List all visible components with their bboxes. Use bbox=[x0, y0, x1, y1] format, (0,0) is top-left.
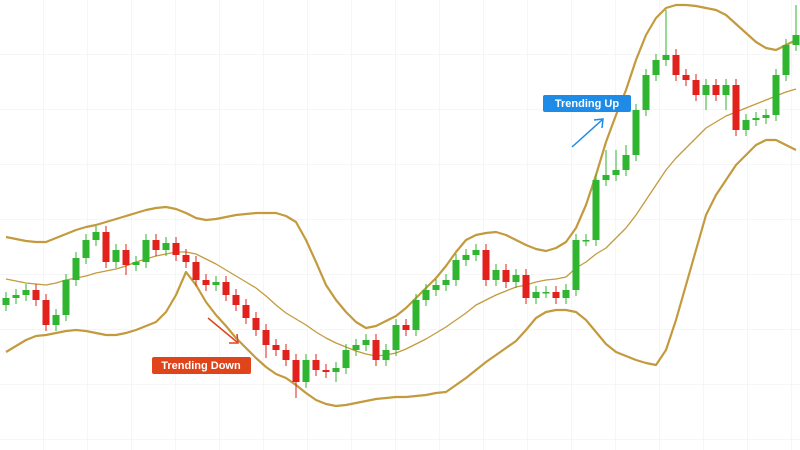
candle-body bbox=[132, 262, 140, 265]
candle-body bbox=[212, 282, 220, 285]
candle-body bbox=[682, 75, 690, 80]
candle-body bbox=[452, 260, 460, 280]
candle-body bbox=[372, 340, 380, 360]
candle-body bbox=[642, 75, 650, 110]
annotation-box bbox=[543, 95, 631, 112]
candle-body bbox=[342, 350, 350, 368]
candle-body bbox=[772, 75, 780, 115]
candle-body bbox=[282, 350, 290, 360]
candle-body bbox=[92, 232, 100, 240]
candle-body bbox=[602, 175, 610, 180]
band-upper bbox=[5, 3, 797, 330]
candle-body bbox=[332, 368, 340, 372]
candle-body bbox=[2, 298, 10, 305]
candle-body bbox=[72, 258, 80, 280]
candle-body bbox=[472, 250, 480, 255]
candle-body bbox=[22, 290, 30, 295]
candle-body bbox=[392, 325, 400, 350]
arrow bbox=[207, 317, 238, 343]
candle-body bbox=[52, 315, 60, 325]
candle-body bbox=[552, 292, 560, 298]
candle-body bbox=[592, 180, 600, 240]
arrow-head bbox=[593, 118, 604, 129]
candle-body bbox=[362, 340, 370, 345]
annotation-text: Trending Down bbox=[161, 360, 241, 372]
candle-body bbox=[42, 300, 50, 325]
candle-body bbox=[442, 280, 450, 285]
candle-body bbox=[12, 295, 20, 298]
bands bbox=[5, 3, 797, 408]
candle-body bbox=[382, 350, 390, 360]
candle-body bbox=[352, 345, 360, 350]
candle-body bbox=[732, 85, 740, 130]
candle-body bbox=[532, 292, 540, 298]
candle-body bbox=[62, 280, 70, 315]
annotation-up: Trending Up bbox=[543, 95, 631, 148]
candle-body bbox=[312, 360, 320, 370]
candle-body bbox=[182, 255, 190, 262]
candle-body bbox=[712, 85, 720, 95]
candle-body bbox=[582, 240, 590, 242]
candle-body bbox=[402, 325, 410, 330]
candle-body bbox=[252, 318, 260, 330]
candle-body bbox=[112, 250, 120, 262]
candle-body bbox=[152, 240, 160, 250]
candle-body bbox=[722, 85, 730, 95]
candle-body bbox=[542, 292, 550, 294]
candle-body bbox=[792, 35, 800, 45]
candle-body bbox=[702, 85, 710, 95]
candle-body bbox=[522, 275, 530, 298]
annotation-text: Trending Up bbox=[555, 98, 619, 110]
candle-body bbox=[32, 290, 40, 300]
arrow-head bbox=[229, 333, 239, 344]
candle-body bbox=[412, 300, 420, 330]
arrow bbox=[571, 119, 603, 148]
candle-body bbox=[612, 170, 620, 175]
candle-body bbox=[492, 270, 500, 280]
candle-body bbox=[232, 295, 240, 305]
candle-body bbox=[172, 243, 180, 255]
candle-body bbox=[652, 60, 660, 75]
annotation-box bbox=[152, 357, 251, 374]
candle-body bbox=[662, 55, 670, 60]
candle-body bbox=[262, 330, 270, 345]
candle-body bbox=[162, 243, 170, 250]
candle-body bbox=[692, 80, 700, 95]
annotation-down: Trending Down bbox=[152, 317, 251, 374]
candle-body bbox=[512, 275, 520, 282]
candle-body bbox=[202, 280, 210, 285]
candle-body bbox=[632, 110, 640, 155]
candle-body bbox=[762, 115, 770, 118]
band-lower bbox=[5, 138, 797, 408]
candle-body bbox=[292, 360, 300, 382]
candle-body bbox=[672, 55, 680, 75]
candle-body bbox=[322, 370, 330, 372]
candle-body bbox=[752, 118, 760, 120]
candle-body bbox=[192, 262, 200, 280]
candle-body bbox=[572, 240, 580, 290]
candle-body bbox=[122, 250, 130, 265]
candle-body bbox=[422, 290, 430, 300]
candle-body bbox=[272, 345, 280, 350]
candle-body bbox=[742, 120, 750, 130]
candle-body bbox=[102, 232, 110, 262]
candle-body bbox=[462, 255, 470, 260]
candle-body bbox=[82, 240, 90, 258]
candle-body bbox=[222, 282, 230, 295]
candle-body bbox=[782, 45, 790, 75]
candle-body bbox=[482, 250, 490, 280]
band-middle bbox=[5, 88, 797, 357]
candles bbox=[2, 5, 800, 398]
candle-body bbox=[242, 305, 250, 318]
candle-body bbox=[142, 240, 150, 262]
candle-body bbox=[502, 270, 510, 282]
candle-body bbox=[622, 155, 630, 170]
candle-body bbox=[432, 285, 440, 290]
candle-body bbox=[562, 290, 570, 298]
candle-body bbox=[302, 360, 310, 382]
